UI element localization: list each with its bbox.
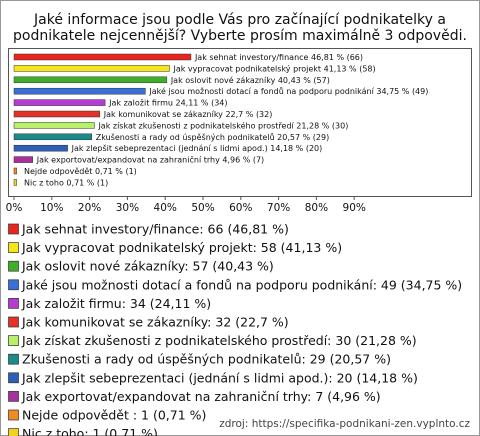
source: zdroj: https://specifika-podnikani-zen.v…	[219, 418, 470, 430]
legend-swatch	[8, 335, 19, 346]
x-tick-label: 40%	[154, 202, 177, 214]
legend-swatch	[8, 279, 19, 291]
bar-label: Jak vypracovat podnikatelský projekt 41,…	[172, 64, 375, 73]
bar-label: Nic z toho 0,71 % (1)	[24, 178, 108, 187]
x-tick-label: 20%	[78, 202, 101, 214]
legend-label: Jak vypracovat podnikatelský projekt: 58…	[21, 240, 342, 255]
bar-label: Nejde odpovědět 0,71 % (1)	[24, 167, 137, 176]
x-tick-label: 70%	[267, 202, 290, 214]
bar-label: Jak oslovit nové zákazníky 40,43 % (57)	[170, 75, 330, 85]
bar	[13, 110, 101, 118]
bar	[13, 87, 146, 95]
legend-swatch	[8, 298, 19, 309]
x-tick-label: 50%	[191, 202, 214, 214]
legend-swatch	[8, 242, 19, 253]
legend-label: Zkušenosti a rady od úspěšných podnikate…	[22, 352, 391, 367]
legend-swatch	[8, 353, 19, 365]
bar	[13, 156, 33, 163]
bar-label: Jak sehnat investory/finance 46,81 % (66…	[194, 53, 363, 62]
chart-title: podnikatele nejcennější? Vyberte prosím …	[13, 28, 467, 44]
legend-swatch	[8, 391, 19, 402]
x-tick-label: 0%	[6, 202, 23, 214]
bar-label: Jak založit firmu 24,11 % (34)	[108, 99, 227, 108]
legend-label: Jak založit firmu: 34 (24,11 %)	[21, 296, 211, 311]
legend-swatch	[8, 372, 19, 384]
x-tick-label: 90%	[343, 202, 366, 214]
bar-label: Jak exportovat/expandovat na zahraniční …	[36, 155, 264, 165]
x-tick-label: 80%	[305, 202, 328, 214]
legend-swatch	[8, 409, 19, 421]
bar-label: Jak získat zkušenosti z podnikatelského …	[97, 120, 348, 130]
plot-frame	[8, 48, 472, 197]
x-tick-label: 30%	[116, 202, 139, 214]
legend-label: Nic z toho: 1 (0,71 %)	[22, 426, 158, 436]
chart-title: Jaké informace jsou podle Vás pro začína…	[33, 12, 446, 28]
bar-label: Zkušenosti a rady od úspěšných podnikate…	[96, 132, 329, 142]
legend-label: Jak zlepšit sebeprezentaci (jednání s li…	[21, 370, 418, 385]
bar	[13, 122, 95, 129]
bar	[13, 76, 168, 84]
bar-label: Jak komunikovat se zákazníky 22,7 % (32)	[103, 110, 273, 119]
legend-swatch	[8, 223, 19, 235]
bar	[13, 99, 106, 106]
legend-label: Jaké jsou možnosti dotací a fondů na pod…	[21, 277, 462, 292]
x-tick-label: 60%	[229, 202, 252, 214]
legend-label: Jak oslovit nové zákazníky: 57 (40,43 %)	[21, 259, 274, 274]
legend-swatch	[8, 260, 19, 272]
bar	[13, 167, 17, 175]
bar	[13, 179, 17, 186]
legend-label: Jak komunikovat se zákazníky: 32 (22,7 %…	[21, 315, 289, 330]
legend-label: Jak exportovat/expandovat na zahraniční …	[21, 389, 381, 404]
bar	[13, 144, 68, 152]
bar	[13, 53, 192, 61]
legend-swatch	[8, 428, 19, 436]
x-tick-label: 10%	[40, 202, 63, 214]
legend-label: Jak získat zkušenosti z podnikatelského …	[21, 333, 417, 348]
bar	[13, 133, 93, 141]
bar	[13, 65, 170, 72]
bar-label: Jak zlepšit sebeprezentaci (jednání s li…	[71, 143, 323, 153]
legend-label: Jak sehnat investory/finance: 66 (46,81 …	[21, 222, 289, 237]
legend-label: Nejde odpovědět : 1 (0,71 %)	[22, 408, 206, 423]
legend-swatch	[8, 316, 19, 328]
bar-label: Jaké jsou možnosti dotací a fondů na pod…	[148, 86, 428, 96]
